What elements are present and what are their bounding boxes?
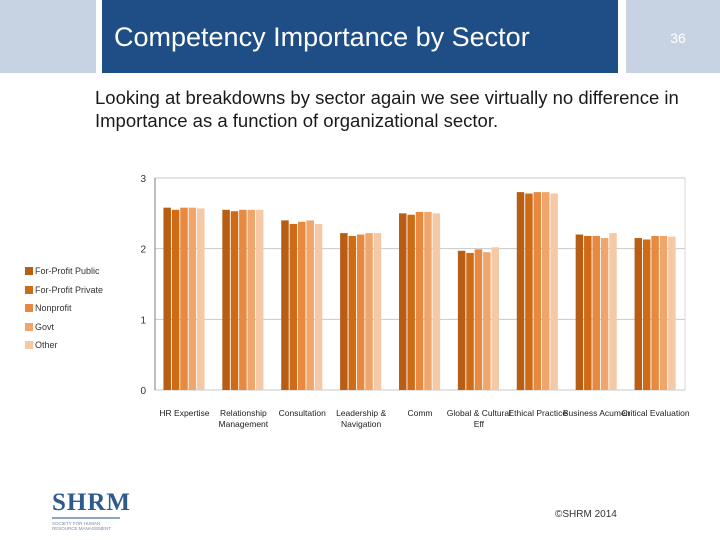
legend-swatch [25,267,33,275]
copyright-text: ©SHRM 2014 [555,509,617,520]
legend-swatch [25,304,33,312]
legend-label: For-Profit Private [35,284,104,295]
title-bar: Competency Importance by Sector [102,0,618,73]
bar-5 [255,209,264,390]
x-tick-label: Global & Cultural Eff [446,408,511,429]
bar-2 [466,252,474,390]
bar-3 [356,234,365,390]
bar-2 [525,193,533,390]
legend-swatch [25,285,33,294]
bar-1 [575,234,584,390]
bar-2 [584,235,592,390]
bar-5 [550,193,558,390]
bar-3 [239,209,247,390]
bar-5 [314,223,323,390]
x-tick-label: Consultation [278,408,326,418]
bar-5 [668,236,676,390]
x-tick-label: Ethical Practice [508,408,568,418]
logo-wordmark: SHRM [52,489,131,516]
bar-3 [592,235,600,390]
bar-4 [483,252,491,390]
bar-1 [399,213,407,390]
bar-2 [642,239,651,390]
bar-1 [516,192,525,390]
shrm-logo: SHRM SOCIETY FOR HUMAN RESOURCE MANAGEME… [52,490,130,531]
legend-label: For-Profit Public [35,266,100,276]
decorative-square-top-right [626,0,720,73]
bar-4 [188,207,197,390]
y-tick-label: 0 [140,386,146,397]
bar-2 [348,235,357,390]
bar-1 [163,207,171,390]
slide-subtitle: Looking at breakdowns by sector again we… [95,87,679,131]
x-tick-label: Comm [407,408,433,418]
legend-label: Govt [35,321,55,332]
bar-5 [373,233,382,390]
bar-2 [407,214,415,390]
bar-3 [298,221,306,390]
bar-2 [171,209,180,390]
legend-label: Nonprofit [35,303,72,313]
bar-4 [541,192,550,390]
slide-number: 36 [670,30,686,46]
x-tick-label: Leadership & Navigation [336,408,387,429]
bar-4 [247,209,256,390]
y-tick-label: 2 [140,245,146,256]
bar-4 [600,238,609,390]
bar-5 [197,208,205,390]
bar-1 [457,250,466,390]
bar-1 [222,209,230,390]
bar-4 [306,220,314,390]
logo-tagline: SOCIETY FOR HUMAN RESOURCE MANAGEMENT [52,521,112,531]
logo-underline [52,517,120,519]
bar-3 [180,207,188,390]
bar-1 [340,233,348,390]
legend-swatch [25,341,33,349]
x-tick-label: Critical Evaluation [621,408,690,418]
decorative-square-top-left [0,0,96,73]
bar-2 [230,211,239,390]
y-tick-label: 1 [140,315,146,326]
bar-chart: 0 1 2 3 [140,174,686,397]
bar-4 [659,235,668,390]
bar-3 [415,211,424,390]
bar-3 [651,235,659,390]
legend-label: Other [35,340,58,350]
bar-4 [365,233,373,390]
bar-3 [533,192,542,390]
bar-1 [281,220,289,390]
slide-title: Competency Importance by Sector [114,22,530,52]
x-tick-label: HR Expertise [159,408,210,418]
x-tick-label: Relationship Management [218,408,269,429]
x-tick-label: Business Acumen [562,408,631,418]
bar-3 [474,249,483,390]
legend-swatch [25,322,33,331]
bar-2 [289,223,298,390]
bar-5 [432,213,441,390]
y-tick-label: 3 [140,174,146,185]
bar-5 [609,233,617,390]
bar-4 [424,211,432,390]
bar-5 [491,247,499,390]
bar-1 [634,238,643,390]
